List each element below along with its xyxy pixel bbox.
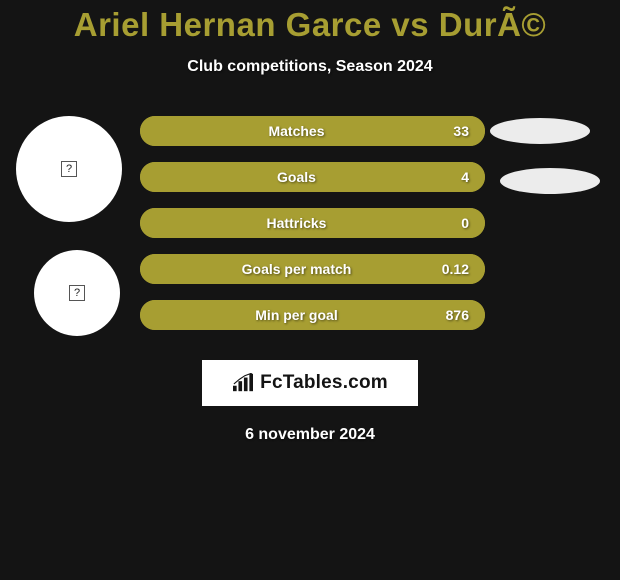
broken-image-icon [69,285,85,301]
stat-bar-label: Min per goal [156,307,437,323]
stat-bar-value: 0.12 [437,261,469,277]
stat-bar: Hattricks0 [140,208,485,238]
stat-bar: Min per goal876 [140,300,485,330]
logo-box: FcTables.com [202,360,418,406]
chart-container: Ariel Hernan Garce vs DurÃ© Club competi… [0,0,620,580]
stat-bar-label: Matches [156,123,437,139]
comparison-pill [490,118,590,144]
bar-chart-icon [232,373,254,393]
page-title: Ariel Hernan Garce vs DurÃ© [0,6,620,44]
logo-text: FcTables.com [260,372,388,394]
stat-bar-label: Goals per match [156,261,437,277]
stat-bar-label: Goals [156,169,437,185]
stat-bar-value: 4 [437,169,469,185]
stat-bar: Matches33 [140,116,485,146]
broken-image-icon [61,161,77,177]
comparison-pill [500,168,600,194]
avatar [34,250,120,336]
content-row: Matches33 Goals4 Hattricks0 Goals per match… [10,116,610,330]
stat-bar-value: 876 [437,307,469,323]
stat-bar: Goals per match0.12 [140,254,485,284]
stat-bar-label: Hattricks [156,215,437,231]
stat-bar: Goals4 [140,162,485,192]
stat-bar-value: 0 [437,215,469,231]
stat-bar-value: 33 [437,123,469,139]
bars-column: Matches33 Goals4 Hattricks0 Goals per match… [140,116,485,330]
subtitle: Club competitions, Season 2024 [0,58,620,76]
footer-date: 6 november 2024 [0,426,620,444]
avatar [16,116,122,222]
